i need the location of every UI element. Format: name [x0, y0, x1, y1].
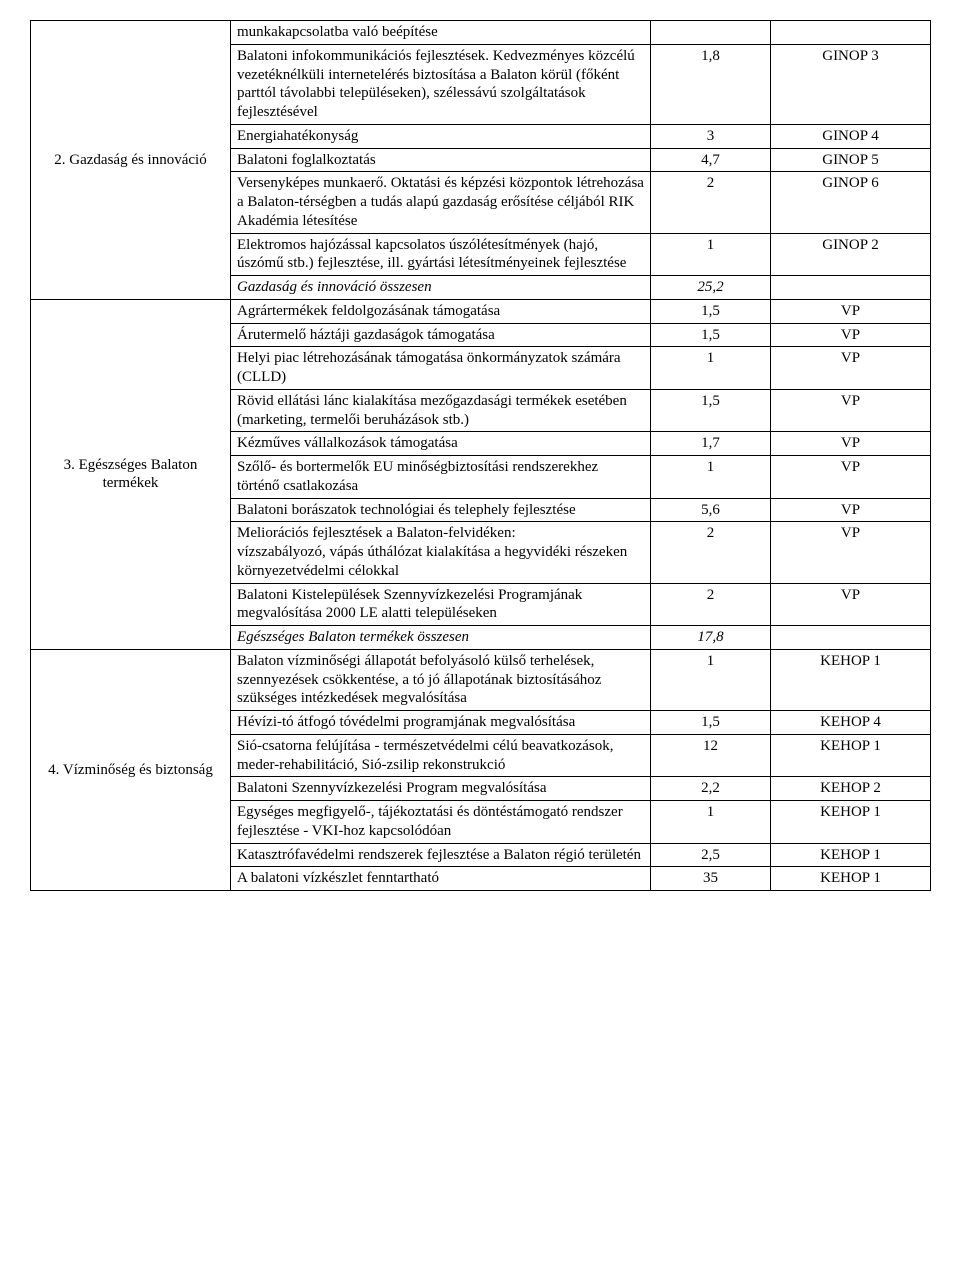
row-text: Sió-csatorna felújítása - természetvédel…	[231, 734, 651, 777]
row-program: GINOP 6	[771, 172, 931, 233]
data-table: 2. Gazdaság és innovációmunkakapcsolatba…	[30, 20, 931, 891]
row-value: 1,7	[651, 432, 771, 456]
row-value: 1,5	[651, 389, 771, 432]
row-value: 1	[651, 649, 771, 710]
row-text: Versenyképes munkaerő. Oktatási és képzé…	[231, 172, 651, 233]
row-text: Katasztrófavédelmi rendszerek fejlesztés…	[231, 843, 651, 867]
row-text: Egységes megfigyelő-, tájékoztatási és d…	[231, 801, 651, 844]
row-text: Energiahatékonyság	[231, 124, 651, 148]
row-value: 25,2	[651, 276, 771, 300]
row-program: KEHOP 1	[771, 734, 931, 777]
row-program: GINOP 2	[771, 233, 931, 276]
row-text: Balatoni Kistelepülések Szennyvízkezelés…	[231, 583, 651, 626]
row-value: 2	[651, 522, 771, 583]
row-program	[771, 626, 931, 650]
row-text: Rövid ellátási lánc kialakítása mezőgazd…	[231, 389, 651, 432]
row-program: KEHOP 2	[771, 777, 931, 801]
row-text: Kézműves vállalkozások támogatása	[231, 432, 651, 456]
section-label: 2. Gazdaság és innováció	[31, 21, 231, 300]
row-text: Balatoni borászatok technológiai és tele…	[231, 498, 651, 522]
row-program: VP	[771, 583, 931, 626]
section-label: 4. Vízminőség és biztonság	[31, 649, 231, 890]
row-value	[651, 21, 771, 45]
row-program: GINOP 3	[771, 44, 931, 124]
row-program: KEHOP 1	[771, 867, 931, 891]
row-value: 2,5	[651, 843, 771, 867]
row-program: KEHOP 1	[771, 649, 931, 710]
row-value: 4,7	[651, 148, 771, 172]
row-text: Szőlő- és bortermelők EU minőségbiztosít…	[231, 456, 651, 499]
row-text: Elektromos hajózással kapcsolatos úszólé…	[231, 233, 651, 276]
row-program: GINOP 5	[771, 148, 931, 172]
row-program: VP	[771, 498, 931, 522]
row-value: 2	[651, 583, 771, 626]
row-text: Agrártermékek feldolgozásának támogatása	[231, 299, 651, 323]
row-program: KEHOP 1	[771, 843, 931, 867]
row-value: 1	[651, 347, 771, 390]
row-text: Helyi piac létrehozásának támogatása önk…	[231, 347, 651, 390]
row-value: 1	[651, 233, 771, 276]
row-program: KEHOP 4	[771, 711, 931, 735]
table-row: 4. Vízminőség és biztonság Balaton vízmi…	[31, 649, 931, 710]
row-value: 35	[651, 867, 771, 891]
row-text: Balatoni Szennyvízkezelési Program megva…	[231, 777, 651, 801]
row-value: 5,6	[651, 498, 771, 522]
row-value: 1	[651, 801, 771, 844]
row-program: VP	[771, 347, 931, 390]
row-value: 3	[651, 124, 771, 148]
section-label: 3. Egészséges Balaton termékek	[31, 299, 231, 649]
row-text: Balatoni foglalkoztatás	[231, 148, 651, 172]
table-row: 3. Egészséges Balaton termékek Agrárterm…	[31, 299, 931, 323]
row-program: VP	[771, 456, 931, 499]
row-value: 1,8	[651, 44, 771, 124]
row-program: KEHOP 1	[771, 801, 931, 844]
row-text: Gazdaság és innováció összesen	[231, 276, 651, 300]
row-program: VP	[771, 389, 931, 432]
row-program	[771, 276, 931, 300]
row-text: Balatoni infokommunikációs fejlesztések.…	[231, 44, 651, 124]
row-value: 17,8	[651, 626, 771, 650]
row-text: Egészséges Balaton termékek összesen	[231, 626, 651, 650]
row-text: Hévízi-tó átfogó tóvédelmi programjának …	[231, 711, 651, 735]
row-program	[771, 21, 931, 45]
row-value: 2,2	[651, 777, 771, 801]
row-value: 1,5	[651, 711, 771, 735]
row-text: Meliorációs fejlesztések a Balaton-felvi…	[231, 522, 651, 583]
row-value: 1,5	[651, 299, 771, 323]
row-value: 1	[651, 456, 771, 499]
row-value: 12	[651, 734, 771, 777]
row-value: 2	[651, 172, 771, 233]
row-text: munkakapcsolatba való beépítése	[231, 21, 651, 45]
row-text: Árutermelő háztáji gazdaságok támogatása	[231, 323, 651, 347]
row-program: VP	[771, 299, 931, 323]
row-program: GINOP 4	[771, 124, 931, 148]
row-text: A balatoni vízkészlet fenntartható	[231, 867, 651, 891]
row-program: VP	[771, 522, 931, 583]
table-row: 2. Gazdaság és innovációmunkakapcsolatba…	[31, 21, 931, 45]
row-value: 1,5	[651, 323, 771, 347]
row-program: VP	[771, 432, 931, 456]
row-text: Balaton vízminőségi állapotát befolyásol…	[231, 649, 651, 710]
row-program: VP	[771, 323, 931, 347]
